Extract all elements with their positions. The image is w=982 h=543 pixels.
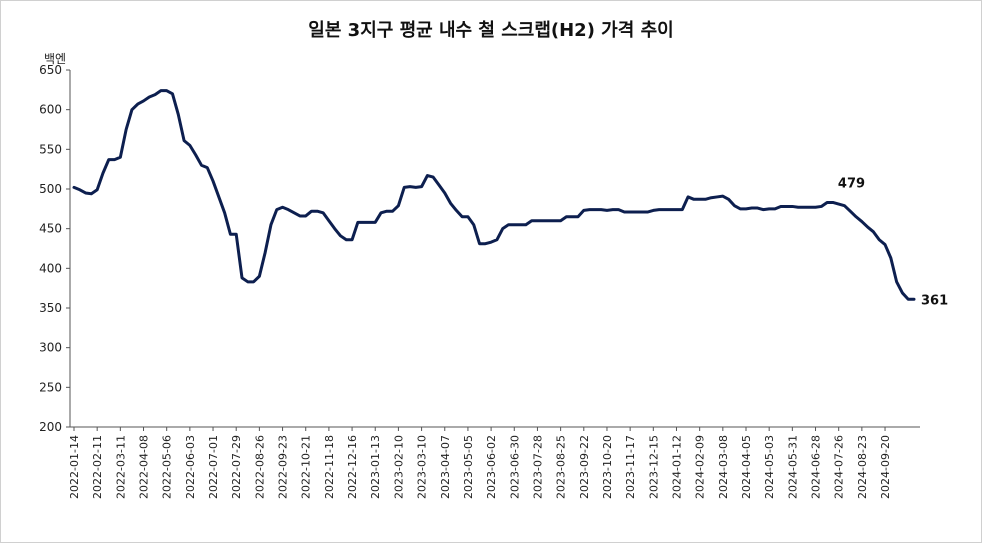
x-tick-label: 2024-09-20 — [879, 435, 892, 499]
x-tick-label: 2023-06-30 — [508, 435, 521, 499]
data-label: 361 — [921, 293, 948, 308]
y-tick-label: 600 — [39, 103, 62, 117]
y-tick-label: 350 — [39, 301, 62, 315]
x-tick-label: 2024-04-05 — [740, 435, 753, 499]
x-tick-label: 2022-06-03 — [184, 435, 197, 499]
y-tick-label: 450 — [39, 222, 62, 236]
y-axis: 200 250 300 350 400 450 500 550 600 650 — [39, 63, 71, 434]
x-tick-label: 2022-08-26 — [253, 435, 266, 499]
x-tick-label: 2023-09-22 — [578, 435, 591, 499]
series-line — [72, 89, 916, 301]
x-tick-label: 2024-02-09 — [694, 435, 707, 499]
y-tick-label: 250 — [39, 380, 62, 394]
x-tick-label: 2023-12-15 — [647, 435, 660, 499]
x-tick-label: 2024-06-28 — [810, 435, 823, 499]
x-tick-label: 2023-08-25 — [555, 435, 568, 499]
x-tick-label: 2023-11-17 — [624, 435, 637, 499]
y-tick-label: 650 — [39, 63, 62, 77]
x-tick-label: 2024-05-03 — [763, 435, 776, 499]
x-tick-label: 2024-07-26 — [833, 435, 846, 499]
chart-title: 일본 3지구 평균 내수 철 스크랩(H2) 가격 추이 — [308, 20, 674, 41]
y-tick-label: 200 — [39, 420, 62, 434]
x-tick-label: 2022-04-08 — [138, 435, 151, 499]
x-tick-label: 2023-05-05 — [462, 435, 475, 499]
x-tick-label: 2023-02-10 — [392, 435, 405, 499]
x-tick-label: 2024-05-31 — [786, 435, 799, 499]
x-tick-label: 2024-01-12 — [670, 435, 683, 499]
x-axis: 2022-01-14 2022-02-11 2022-03-11 2022-04-08… — [68, 426, 920, 499]
x-tick-label: 2022-02-11 — [91, 435, 104, 499]
y-tick-label: 550 — [39, 142, 62, 156]
x-tick-label: 2022-10-21 — [300, 435, 313, 499]
x-tick-label: 2022-07-01 — [207, 435, 220, 499]
x-tick-label: 2022-03-11 — [114, 435, 127, 499]
y-axis-label: 백엔 — [44, 52, 66, 66]
x-tick-label: 2023-01-13 — [369, 435, 382, 499]
plot-area: 479 361 — [72, 89, 948, 308]
x-tick-label: 2022-07-29 — [230, 435, 243, 499]
x-tick-label: 2022-11-18 — [323, 435, 336, 499]
y-tick-label: 400 — [39, 261, 62, 275]
x-tick-label: 2023-03-10 — [416, 435, 429, 499]
y-tick-label: 300 — [39, 341, 62, 355]
x-tick-label: 2023-10-20 — [601, 435, 614, 499]
x-tick-label: 2023-04-07 — [439, 435, 452, 499]
x-tick-label: 2022-12-16 — [346, 435, 359, 499]
x-tick-label: 2024-08-23 — [856, 435, 869, 499]
x-tick-label: 2022-01-14 — [68, 435, 81, 499]
y-tick-label: 500 — [39, 182, 62, 196]
x-tick-label: 2024-03-08 — [717, 435, 730, 499]
x-tick-label: 2023-06-02 — [485, 435, 498, 499]
x-tick-label: 2022-05-06 — [161, 435, 174, 499]
data-label: 479 — [838, 177, 865, 192]
x-tick-label: 2023-07-28 — [531, 435, 544, 499]
x-tick-label: 2022-09-23 — [277, 435, 290, 499]
